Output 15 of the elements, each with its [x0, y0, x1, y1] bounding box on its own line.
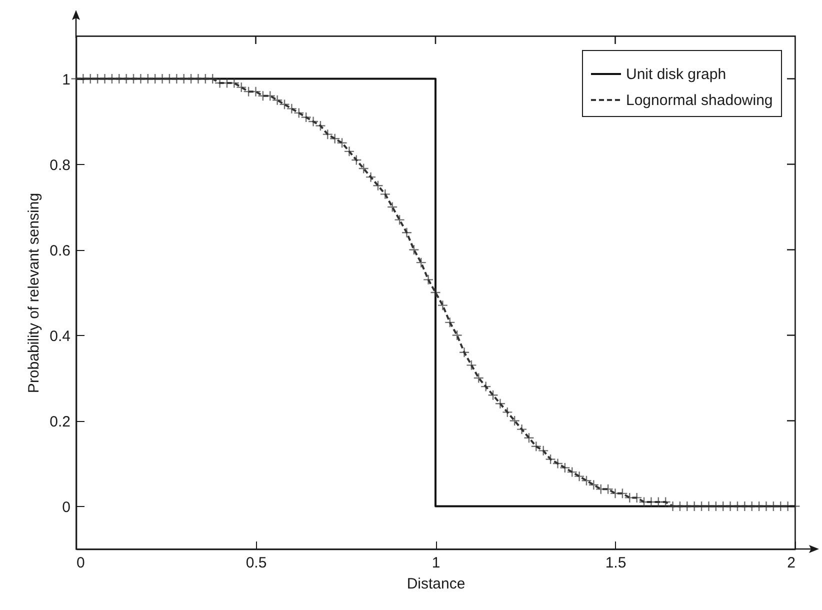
legend-label: Unit disk graph: [626, 66, 726, 83]
y-tick-label: 1: [62, 71, 70, 88]
x-tick-label: 1: [432, 554, 440, 572]
y-tick-label: 0.2: [50, 413, 70, 430]
x-axis-title: Distance: [406, 576, 466, 592]
x-tick-label: 0: [76, 554, 85, 572]
y-tick-label: 0.8: [50, 156, 70, 174]
y-tick-label: 0.6: [50, 242, 70, 260]
x-tick-label: 2: [787, 554, 796, 572]
y-tick-label: 0: [62, 498, 70, 516]
y-axis-title: Probability of relevant sensing: [26, 192, 43, 394]
x-tick-label: 1.5: [605, 554, 626, 572]
legend-label: Lognormal shadowing: [626, 92, 773, 109]
x-tick-label: 0.5: [246, 554, 267, 572]
y-tick-label: 0.4: [50, 328, 70, 345]
